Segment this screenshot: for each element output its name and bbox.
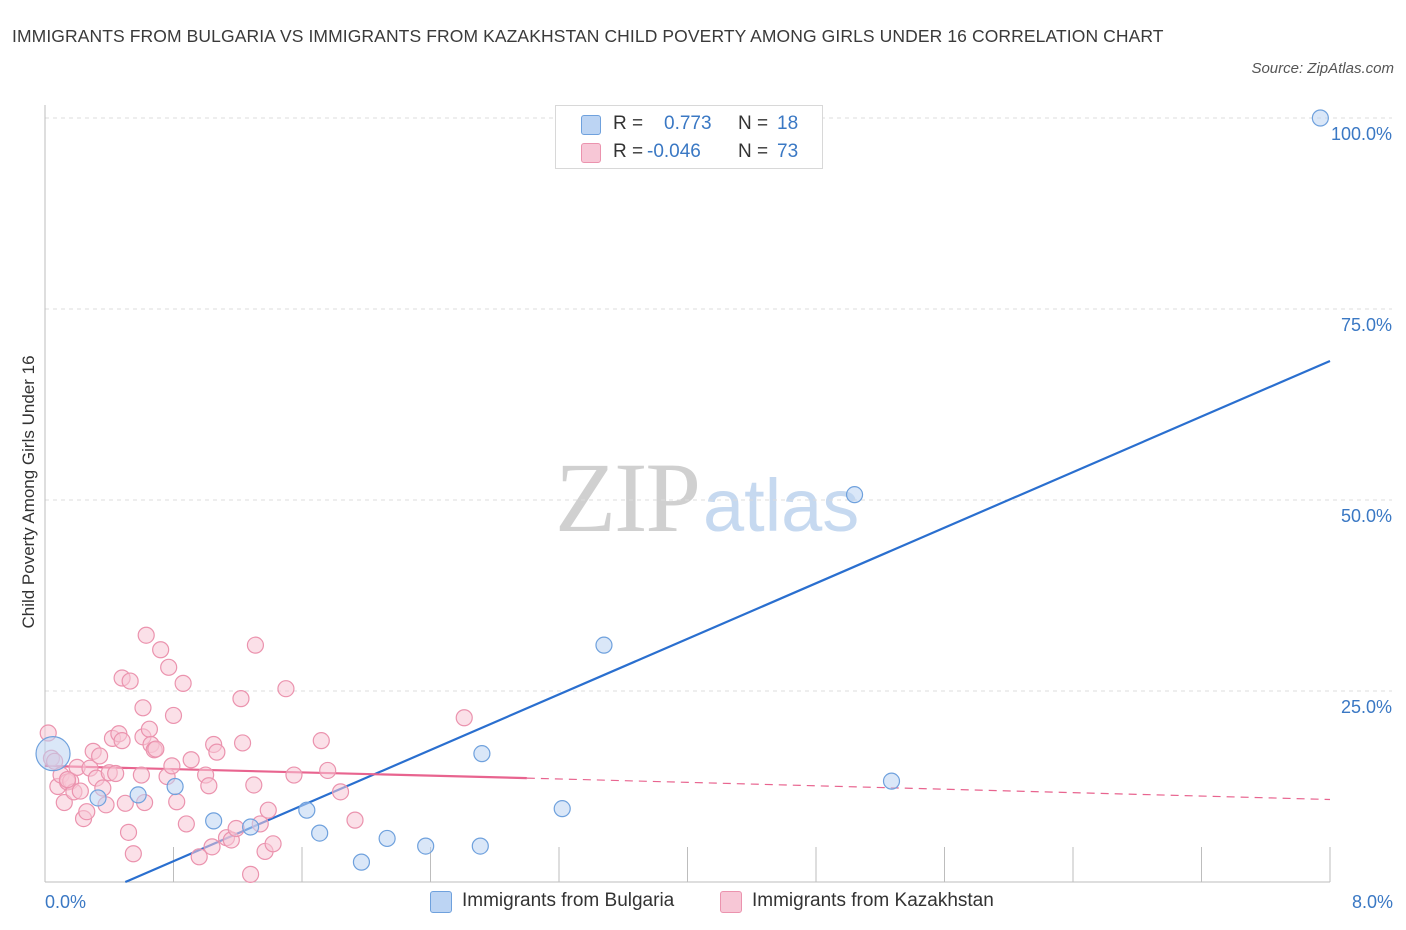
series-swatch-bulgaria	[430, 891, 452, 913]
legend-r-label: R =	[613, 113, 644, 134]
point-kazakhstan	[190, 848, 208, 866]
legend-swatch-kazakhstan	[581, 143, 601, 163]
point-bulgaria	[298, 801, 316, 819]
point-bulgaria	[553, 800, 571, 818]
y-tick-label: 25.0%	[1341, 697, 1392, 717]
legend-n-value: 73	[777, 141, 799, 162]
point-bulgaria	[882, 772, 901, 790]
y-tick-label: 75.0%	[1341, 315, 1392, 335]
watermark-zip: ZIP	[555, 442, 701, 553]
data-points	[35, 109, 1329, 883]
point-bulgaria	[35, 736, 71, 772]
y-axis-label: Child Poverty Among Girls Under 16	[19, 355, 38, 628]
point-kazakhstan	[134, 699, 152, 717]
point-kazakhstan	[246, 636, 265, 654]
point-kazakhstan	[160, 658, 178, 676]
point-kazakhstan	[232, 690, 250, 708]
watermark-atlas: atlas	[703, 464, 860, 547]
point-kazakhstan	[227, 819, 245, 838]
point-kazakhstan	[242, 865, 260, 883]
y-tick-label: 100.0%	[1331, 124, 1392, 144]
point-kazakhstan	[152, 641, 170, 659]
chart-source: Source: ZipAtlas.com	[1251, 60, 1394, 77]
point-bulgaria	[378, 829, 396, 848]
axes	[44, 105, 1331, 883]
point-kazakhstan	[124, 845, 142, 863]
legend-n-label: N =	[738, 113, 769, 134]
point-kazakhstan	[177, 815, 195, 833]
point-kazakhstan	[91, 747, 109, 765]
point-kazakhstan	[182, 751, 200, 769]
correlation-legend: R = 0.773 N = 18 R = -0.046 N = 73	[555, 105, 823, 169]
series-label-kazakhstan: Immigrants from Kazakhstan	[752, 890, 994, 911]
point-kazakhstan	[137, 626, 155, 644]
point-kazakhstan	[346, 811, 364, 829]
legend-n-value: 18	[777, 113, 799, 134]
point-bulgaria	[595, 636, 613, 654]
point-kazakhstan	[168, 793, 186, 811]
point-bulgaria	[845, 486, 864, 504]
watermark: ZIPatlas	[555, 440, 859, 555]
point-bulgaria	[129, 786, 147, 804]
grid	[45, 117, 1392, 692]
trend-line-kazakhstan-extension	[526, 777, 1331, 801]
point-kazakhstan	[71, 782, 89, 800]
trend-lines	[44, 359, 1331, 884]
x-tick-label: 8.0%	[1352, 892, 1393, 912]
point-bulgaria	[352, 853, 371, 871]
point-kazakhstan	[233, 734, 252, 752]
point-bulgaria	[242, 818, 260, 836]
point-kazakhstan	[78, 803, 96, 821]
point-kazakhstan	[113, 732, 131, 750]
point-kazakhstan	[259, 801, 277, 819]
point-kazakhstan	[163, 757, 181, 775]
x-tick-label: 0.0%	[45, 892, 86, 912]
trend-line-bulgaria	[124, 359, 1331, 884]
point-kazakhstan	[174, 674, 192, 692]
point-bulgaria	[473, 745, 491, 763]
point-kazakhstan	[208, 743, 226, 761]
point-kazakhstan	[285, 766, 303, 784]
point-kazakhstan	[116, 794, 134, 812]
point-bulgaria	[311, 824, 329, 842]
point-kazakhstan	[140, 720, 159, 738]
point-kazakhstan	[132, 766, 150, 784]
point-kazakhstan	[331, 783, 350, 801]
point-bulgaria	[89, 789, 107, 807]
point-kazakhstan	[164, 706, 183, 725]
point-kazakhstan	[312, 732, 330, 750]
legend-r-value: 0.773	[664, 113, 712, 134]
point-kazakhstan	[200, 777, 218, 795]
point-kazakhstan	[319, 761, 337, 780]
point-kazakhstan	[119, 823, 138, 841]
point-kazakhstan	[58, 771, 77, 789]
point-bulgaria	[417, 837, 435, 855]
legend-swatch-bulgaria	[581, 115, 601, 135]
legend-r-label: R =	[613, 141, 644, 162]
point-bulgaria	[471, 837, 489, 855]
point-kazakhstan	[277, 680, 295, 698]
point-kazakhstan	[264, 835, 282, 853]
point-kazakhstan	[147, 740, 165, 758]
series-label-bulgaria: Immigrants from Bulgaria	[462, 890, 675, 911]
point-kazakhstan	[245, 776, 263, 794]
legend-n-label: N =	[738, 141, 769, 162]
point-bulgaria	[1311, 109, 1329, 127]
point-kazakhstan	[55, 793, 73, 812]
point-kazakhstan	[203, 838, 221, 856]
y-tick-label: 50.0%	[1341, 506, 1392, 526]
point-bulgaria	[205, 812, 223, 830]
point-kazakhstan	[121, 672, 139, 690]
chart-title: IMMIGRANTS FROM BULGARIA VS IMMIGRANTS F…	[12, 26, 1164, 46]
axis-labels: Child Poverty Among Girls Under 16 25.0%…	[19, 124, 1393, 912]
point-kazakhstan	[107, 764, 125, 783]
series-swatch-kazakhstan	[720, 891, 742, 913]
point-bulgaria	[166, 777, 184, 796]
point-kazakhstan	[455, 709, 473, 727]
legend-r-value: -0.046	[647, 141, 701, 162]
